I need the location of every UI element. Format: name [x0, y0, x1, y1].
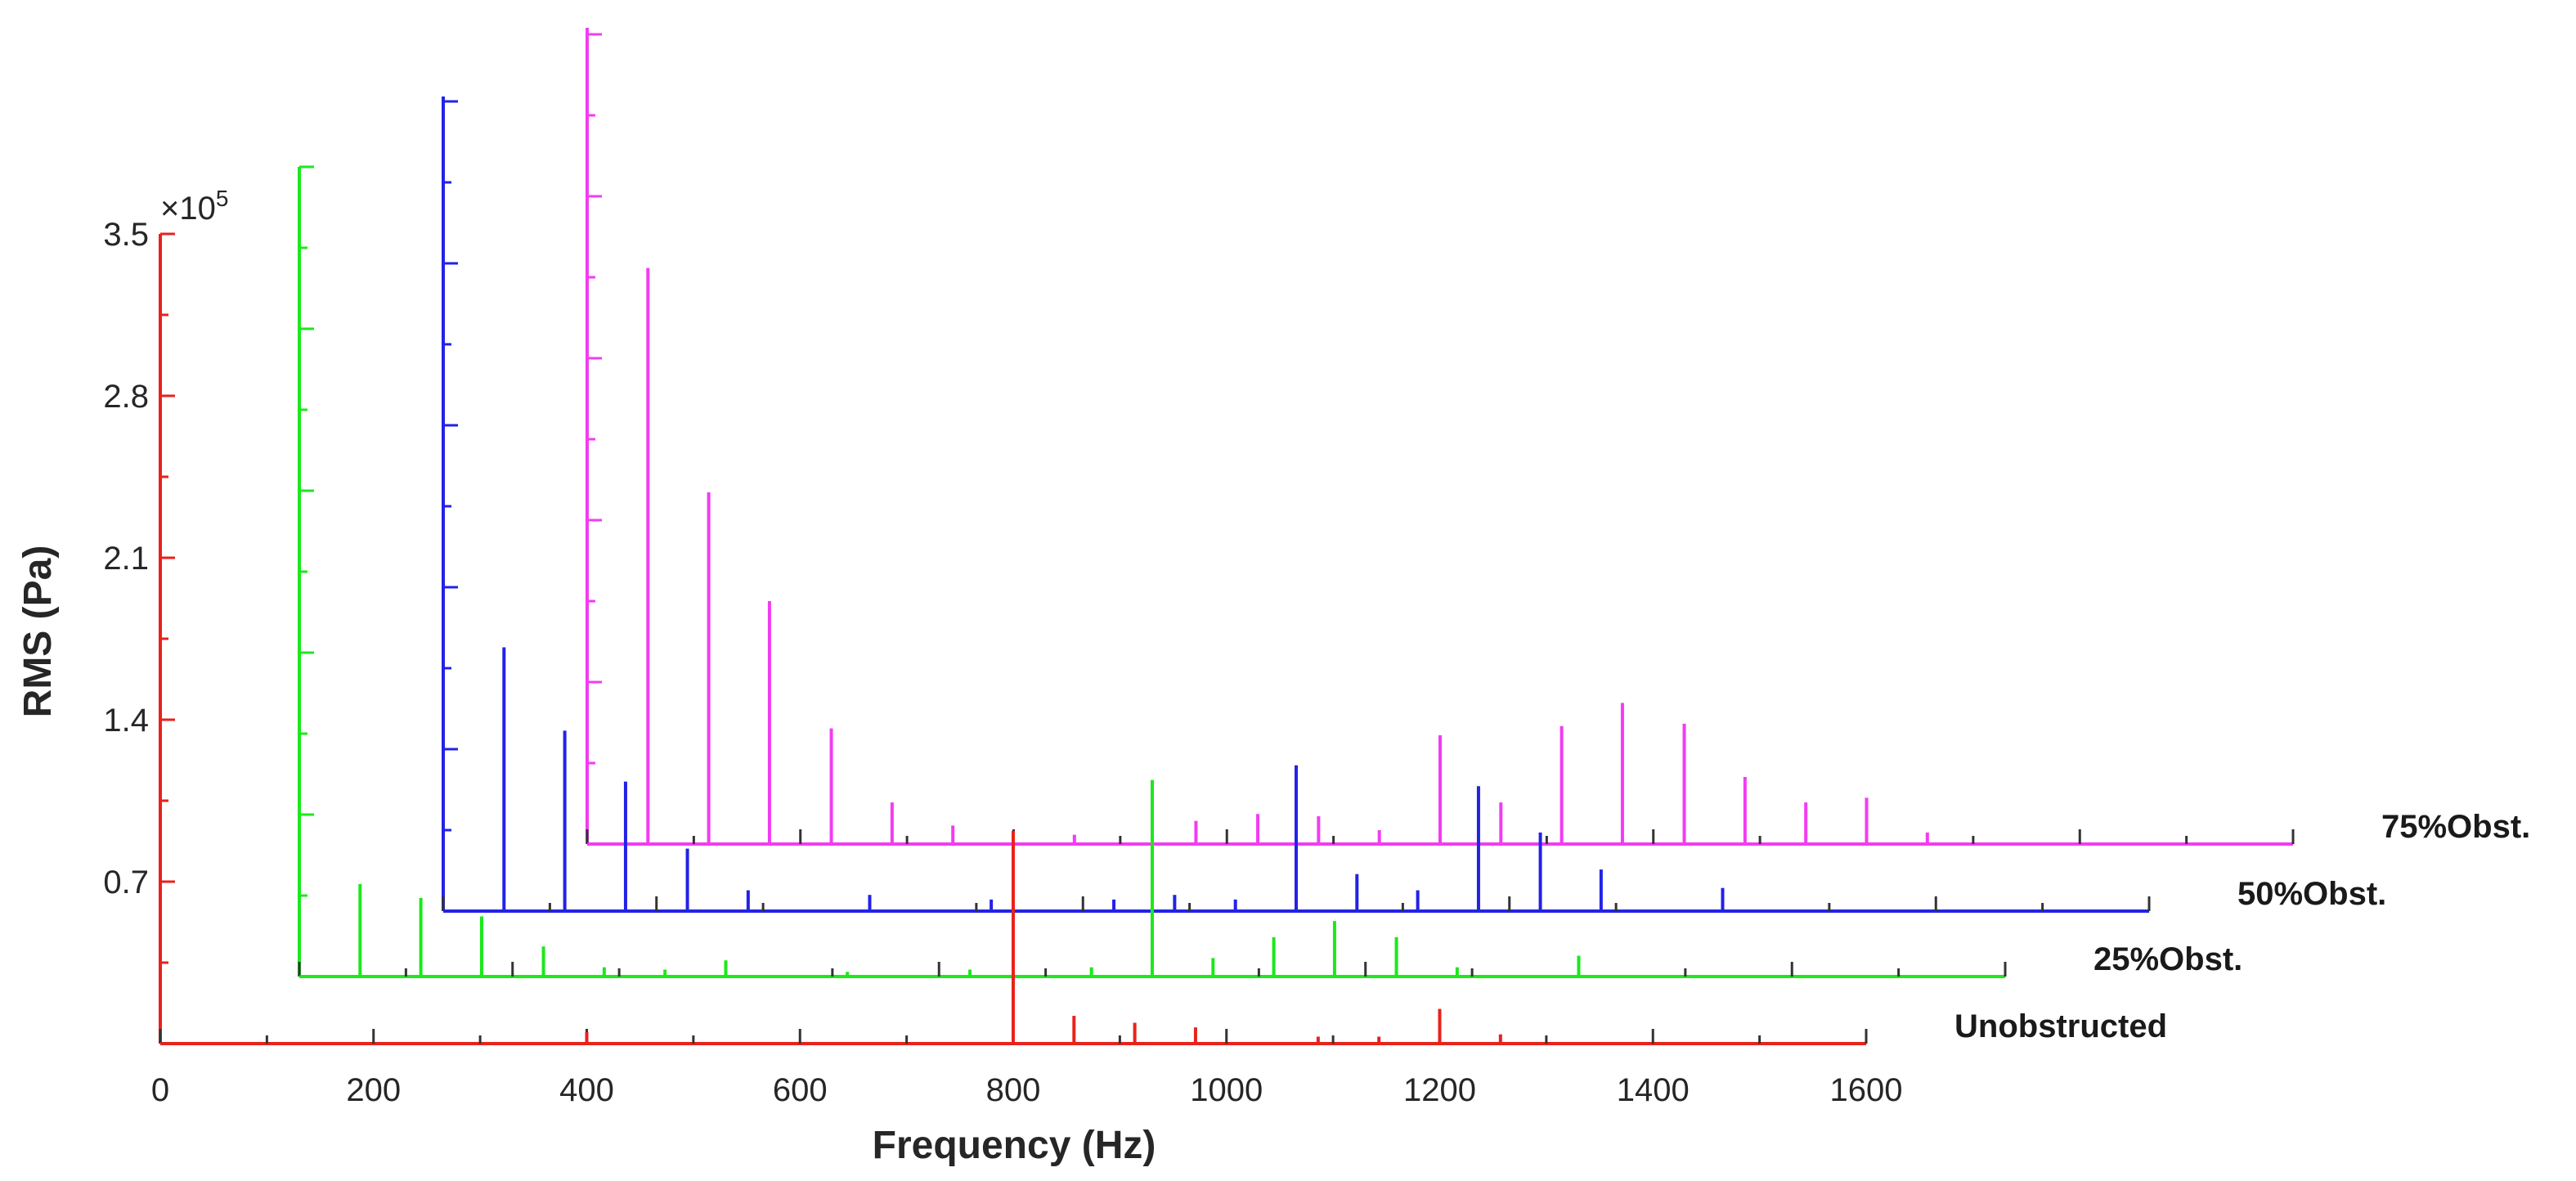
- series-layer: [159, 28, 2295, 1045]
- y-multiplier-base: ×10: [160, 191, 216, 227]
- x-tick-label: 1400: [1617, 1072, 1690, 1108]
- y-multiplier-label: ×105: [160, 186, 228, 227]
- series-unobstructed: [159, 232, 1868, 1045]
- series-75-obst-: [586, 28, 2295, 846]
- y-tick-label: 1.4: [103, 703, 149, 739]
- series-label: 75%Obst.: [2381, 809, 2530, 845]
- x-tick-label: 400: [559, 1072, 614, 1108]
- series-label: 50%Obst.: [2237, 876, 2386, 912]
- y-tick-label: 3.5: [103, 217, 149, 253]
- x-tick-labels: 0 200 400 600 800 1000 1200 1400 1600: [151, 1072, 1903, 1108]
- series-label: Unobstructed: [1954, 1008, 2167, 1044]
- series-50-obst-: [442, 97, 2151, 913]
- y-tick-labels: 0.7 1.4 2.1 2.8 3.5: [103, 217, 149, 900]
- x-tick-label: 1600: [1830, 1072, 1903, 1108]
- series-25-obst-: [298, 165, 2007, 978]
- y-tick-label: 2.1: [103, 541, 149, 577]
- y-axis-title: RMS (Pa): [16, 546, 60, 718]
- x-axis-title: Frequency (Hz): [873, 1124, 1156, 1167]
- y-tick-label: 0.7: [103, 864, 149, 900]
- y-multiplier-exp: 5: [216, 186, 229, 211]
- x-tick-label: 1000: [1190, 1072, 1263, 1108]
- y-tick-label: 2.8: [103, 379, 149, 415]
- x-tick-label: 600: [773, 1072, 828, 1108]
- series-label: 25%Obst.: [2094, 941, 2242, 977]
- x-tick-label: 1200: [1403, 1072, 1476, 1108]
- x-tick-label: 0: [151, 1072, 169, 1108]
- series-labels: 75%Obst. 50%Obst. 25%Obst. Unobstructed: [1954, 809, 2530, 1044]
- x-tick-label: 800: [986, 1072, 1041, 1108]
- x-tick-label: 200: [346, 1072, 401, 1108]
